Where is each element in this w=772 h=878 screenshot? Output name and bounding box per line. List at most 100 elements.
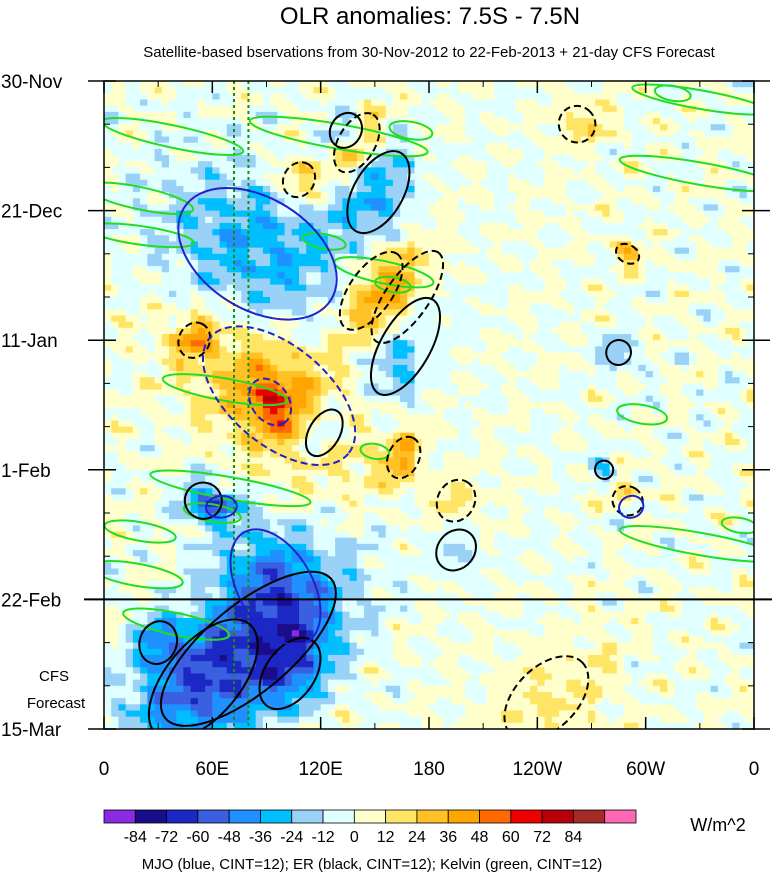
heatmap-cell	[262, 414, 271, 422]
heatmap-cell	[342, 420, 351, 428]
heatmap-cell	[508, 327, 517, 335]
heatmap-cell	[674, 87, 683, 94]
heatmap-cell	[674, 142, 683, 150]
heatmap-cell	[104, 259, 112, 267]
heatmap-cell	[306, 216, 315, 224]
heatmap-cell	[494, 315, 502, 323]
heatmap-cell	[537, 118, 546, 125]
heatmap-cell	[147, 364, 156, 372]
heatmap-cell	[681, 408, 690, 415]
heatmap-cell	[190, 93, 199, 101]
heatmap-cell	[161, 401, 170, 409]
heatmap-cell	[183, 142, 192, 150]
heatmap-cell	[631, 105, 640, 113]
heatmap-cell	[465, 111, 473, 119]
heatmap-cell	[645, 414, 654, 422]
heatmap-cell	[219, 278, 228, 286]
heatmap-cell	[111, 204, 120, 212]
heatmap-cell	[212, 401, 221, 409]
heatmap-cell	[190, 321, 199, 329]
heatmap-cell	[515, 99, 524, 107]
heatmap-cell	[342, 259, 351, 267]
heatmap-cell	[652, 136, 661, 144]
heatmap-cell	[725, 290, 733, 298]
heatmap-cell	[197, 155, 206, 162]
heatmap-cell	[602, 93, 611, 101]
heatmap-cell	[392, 167, 401, 175]
heatmap-cell	[248, 130, 257, 138]
heatmap-cell	[559, 210, 567, 218]
heatmap-cell	[616, 142, 625, 150]
heatmap-cell	[566, 155, 575, 162]
heatmap-cell	[580, 204, 589, 212]
heatmap-cell	[140, 173, 148, 181]
heatmap-cell	[566, 247, 575, 255]
heatmap-cell	[530, 389, 538, 397]
heatmap-cell	[327, 222, 336, 230]
heatmap-cell	[616, 408, 625, 415]
heatmap-cell	[277, 173, 286, 181]
heatmap-cell	[147, 222, 156, 230]
heatmap-cell	[248, 272, 257, 280]
heatmap-cell	[226, 420, 235, 428]
heatmap-cell	[140, 81, 148, 88]
heatmap-cell	[660, 235, 668, 243]
heatmap-cell	[494, 364, 502, 372]
heatmap-cell	[624, 161, 632, 168]
heatmap-cell	[327, 309, 336, 317]
heatmap-cell	[573, 266, 582, 273]
heatmap-cell	[566, 222, 575, 230]
heatmap-cell	[530, 235, 538, 243]
heatmap-cell	[313, 272, 322, 280]
heatmap-cell	[226, 259, 235, 267]
heatmap-cell	[739, 340, 748, 347]
heatmap-cell	[616, 204, 625, 212]
heatmap-cell	[689, 148, 697, 156]
heatmap-cell	[154, 216, 163, 224]
heatmap-cell	[638, 161, 647, 168]
heatmap-cell	[291, 99, 300, 107]
heatmap-cell	[595, 81, 603, 88]
heatmap-cell	[270, 148, 278, 156]
heatmap-cell	[183, 216, 192, 224]
heatmap-cell	[197, 408, 206, 415]
heatmap-cell	[559, 272, 567, 280]
heatmap-cell	[501, 259, 510, 267]
heatmap-cell	[739, 334, 748, 341]
heatmap-cell	[111, 136, 120, 144]
heatmap-cell	[609, 309, 618, 317]
heatmap-cell	[226, 334, 235, 341]
heatmap-cell	[609, 210, 618, 218]
heatmap-cell	[703, 185, 712, 193]
heatmap-cell	[299, 167, 307, 175]
heatmap-cell	[717, 130, 726, 138]
heatmap-cell	[479, 327, 488, 335]
heatmap-cell	[414, 377, 423, 384]
heatmap-cell	[573, 204, 582, 212]
heatmap-cell	[472, 216, 481, 224]
heatmap-cell	[739, 377, 748, 384]
heatmap-cell	[624, 352, 632, 360]
heatmap-cell	[270, 204, 278, 212]
heatmap-cell	[429, 99, 437, 107]
heatmap-cell	[118, 259, 127, 267]
heatmap-cell	[356, 142, 365, 150]
heatmap-cell	[494, 408, 502, 415]
heatmap-cell	[479, 229, 488, 236]
heatmap-cell	[660, 210, 668, 218]
heatmap-cell	[306, 278, 315, 286]
heatmap-cell	[364, 124, 372, 131]
heatmap-cell	[161, 229, 170, 236]
heatmap-cell	[140, 148, 148, 156]
heatmap-cell	[205, 136, 213, 144]
heatmap-cell	[385, 259, 394, 267]
heatmap-cell	[226, 340, 235, 347]
heatmap-cell	[674, 371, 683, 378]
heatmap-cell	[176, 414, 185, 422]
heatmap-cell	[566, 136, 575, 144]
heatmap-cell	[371, 383, 380, 391]
heatmap-cell	[486, 229, 495, 236]
heatmap-cell	[226, 111, 235, 119]
heatmap-cell	[299, 408, 307, 415]
heatmap-cell	[595, 309, 603, 317]
